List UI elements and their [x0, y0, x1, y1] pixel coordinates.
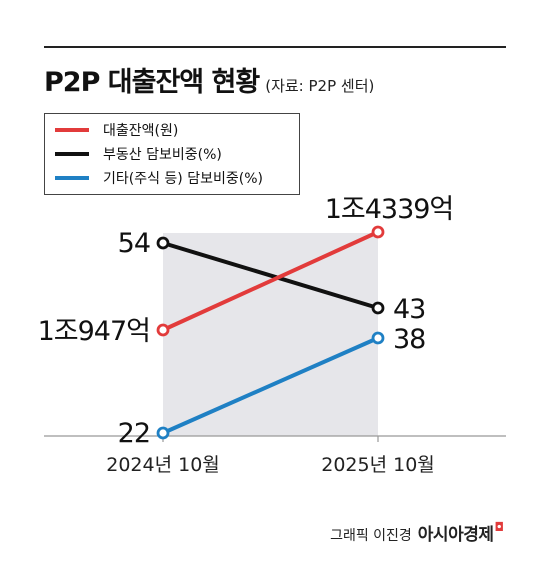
legend: 대출잔액(원) 부동산 담보비중(%) 기타(주식 등) 담보비중(%) — [44, 113, 300, 195]
data-point — [371, 225, 385, 239]
legend-label: 대출잔액(원) — [103, 123, 179, 139]
legend-swatch-red — [55, 128, 89, 132]
legend-label: 부동산 담보비중(%) — [103, 147, 222, 163]
chart-title-block: P2P 대출잔액 현황 (자료: P2P 센터) — [44, 60, 374, 99]
brand-logo: 아시아경제 — [417, 525, 494, 545]
data-point — [371, 301, 385, 315]
top-rule — [44, 46, 506, 48]
data-label: 43 — [393, 294, 425, 325]
legend-item-other: 기타(주식 등) 담보비중(%) — [55, 166, 289, 190]
x-tick-label: 2025년 10월 — [321, 454, 435, 476]
series-line — [162, 241, 379, 310]
data-label: 1조4339억 — [325, 194, 454, 225]
legend-swatch-blue — [55, 176, 89, 180]
data-point — [156, 426, 170, 440]
brand-mark-icon: ◘ — [494, 520, 505, 534]
data-label: 38 — [393, 324, 425, 355]
data-label: 54 — [118, 228, 150, 259]
source-note: (자료: P2P 센터) — [265, 77, 375, 95]
chart-title: P2P 대출잔액 현황 — [44, 67, 260, 98]
series-line — [162, 230, 379, 332]
legend-label: 기타(주식 등) 담보비중(%) — [103, 171, 263, 187]
legend-item-loan-balance: 대출잔액(원) — [55, 118, 289, 142]
credit: 그래픽 이진경 아시아경제◘ — [330, 520, 504, 545]
series-line — [162, 336, 379, 435]
data-point — [156, 323, 170, 337]
legend-swatch-black — [55, 152, 89, 156]
credit-text: 그래픽 이진경 — [330, 528, 412, 544]
data-point — [156, 236, 170, 250]
data-label: 22 — [118, 418, 150, 449]
legend-item-real-estate: 부동산 담보비중(%) — [55, 142, 289, 166]
data-point — [371, 331, 385, 345]
shaded-band — [163, 233, 378, 436]
data-label: 1조947억 — [38, 316, 150, 347]
x-tick-label: 2024년 10월 — [106, 454, 220, 476]
